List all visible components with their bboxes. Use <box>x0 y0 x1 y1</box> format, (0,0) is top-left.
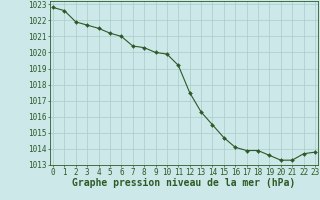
X-axis label: Graphe pression niveau de la mer (hPa): Graphe pression niveau de la mer (hPa) <box>72 178 296 188</box>
